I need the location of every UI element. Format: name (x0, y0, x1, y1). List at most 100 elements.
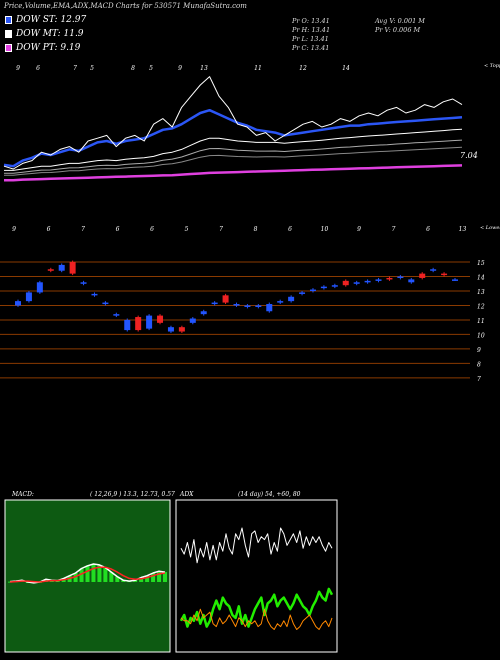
legend-swatch-white (5, 30, 12, 38)
price-y-tick: 13 (477, 289, 485, 296)
price-y-tick: 8 (477, 361, 481, 368)
candle-body (80, 282, 87, 284)
macd-histogram-bar (151, 573, 156, 582)
macd-histogram-bar (139, 577, 144, 582)
ema-date-tick: 8 (131, 65, 135, 72)
adx-plus-di-line (179, 587, 334, 628)
candle-body (288, 296, 295, 302)
macd-histogram-bar (109, 572, 114, 582)
ema-mid-line (4, 128, 463, 171)
price-date-tick: 6 (150, 226, 154, 233)
candle-body (244, 305, 251, 307)
ema-last-value-label: 7.04 (460, 151, 478, 160)
quote-high: Pr H: 13.41 (292, 26, 331, 34)
candle-body (58, 264, 65, 271)
candle-body (375, 279, 382, 281)
adx-minus-di-line (180, 608, 333, 630)
price-y-tick: 12 (477, 303, 485, 310)
candle-body (233, 304, 240, 306)
candle-body (299, 292, 306, 294)
candle-body (157, 315, 164, 323)
price-line (3, 76, 463, 170)
candle-body (146, 315, 153, 329)
candle-body (430, 269, 437, 271)
candle-body (189, 318, 196, 323)
candle-body (135, 317, 142, 331)
macd-histogram-bar (163, 572, 167, 582)
legend-dow-pt-label: DOW PT: 9.19 (16, 43, 81, 53)
macd-histogram-bar (91, 564, 96, 582)
legend-swatch-magenta (5, 44, 12, 52)
macd-histogram-bar (133, 580, 138, 582)
legend-dow-mt-label: DOW MT: 11.9 (16, 29, 84, 39)
price-date-tick: 9 (12, 226, 16, 233)
macd-values-text: ( 12,26,9 ) 13.3, 12.73, 0.57 (90, 491, 175, 498)
macd-histogram-bar (79, 568, 84, 582)
candle-body (15, 301, 21, 306)
ema-date-tick: 9 (16, 65, 20, 72)
legend-dow-st: DOW ST: 12.97 (5, 15, 86, 25)
macd-histogram-bar (85, 565, 90, 582)
candle-body (178, 327, 185, 332)
candle-body (36, 282, 43, 293)
adx-panel-background (175, 499, 338, 653)
price-date-tick: 8 (254, 226, 258, 233)
price-date-tick: 6 (47, 226, 51, 233)
candle-body (277, 301, 284, 303)
price-y-tick: 11 (477, 318, 485, 325)
candle-body (167, 327, 174, 332)
macd-signal-line (9, 566, 166, 583)
quote-open: Pr O: 13.41 (292, 17, 330, 25)
candle-body (386, 277, 393, 280)
ema-date-tick: 13 (200, 65, 208, 72)
chart-page-title: Price,Volume,EMA,ADX,MACD Charts for 530… (4, 2, 247, 10)
ema-light-gray-line (4, 139, 463, 174)
candle-body (102, 302, 109, 305)
quote-volume: Pr V: 0.006 M (375, 26, 421, 34)
legend-swatch-blue (5, 16, 12, 24)
candle-body (113, 314, 120, 316)
candle-body (408, 279, 415, 283)
ema-mid-gray-line (4, 146, 463, 176)
price-date-tick: 13 (459, 226, 467, 233)
legend-dow-pt: DOW PT: 9.19 (5, 43, 80, 53)
candle-body (266, 304, 273, 312)
price-date-tick: 9 (357, 226, 361, 233)
price-date-tick: 7 (392, 226, 396, 233)
candle-body (397, 276, 404, 279)
ema-date-tick: 11 (254, 65, 262, 72)
price-y-tick: 7 (477, 376, 481, 383)
price-date-tick: 6 (288, 226, 292, 233)
candle-body (452, 279, 458, 281)
macd-histogram-bar (97, 564, 102, 582)
price-date-tick: 7 (81, 226, 85, 233)
ema-top-right-text: < Topp (484, 63, 500, 69)
price-y-tick: 15 (477, 260, 485, 267)
adx-title: ADX (179, 491, 194, 498)
legend-dow-st-label: DOW ST: 12.97 (16, 15, 87, 25)
ema-long-line (4, 164, 463, 182)
price-y-tick: 14 (477, 275, 485, 282)
candle-body (69, 262, 76, 274)
price-y-tick: 10 (477, 332, 485, 339)
legend-dow-mt: DOW MT: 11.9 (5, 29, 84, 39)
candle-body (211, 302, 218, 305)
macd-histogram-bar (73, 573, 78, 582)
candle-body (222, 295, 229, 303)
candle-body (419, 273, 426, 278)
price-date-tick: 6 (426, 226, 430, 233)
candle-body (200, 311, 207, 315)
quote-low: Pr L: 13.41 (292, 35, 329, 43)
price-date-tick: 10 (321, 226, 329, 233)
candle-body (342, 280, 349, 286)
macd-histogram-bar (157, 571, 162, 582)
ema-date-tick: 7 (73, 65, 77, 72)
adx-line (180, 527, 333, 564)
price-date-tick: 6 (116, 226, 120, 233)
candle-body (441, 273, 448, 276)
ema-date-tick: 9 (178, 65, 182, 72)
macd-histogram-bar (121, 580, 126, 582)
ema-date-tick: 14 (342, 65, 350, 72)
candle-body (331, 285, 338, 287)
adx-values-text: (14 day) 54, +60, 80 (238, 491, 301, 498)
